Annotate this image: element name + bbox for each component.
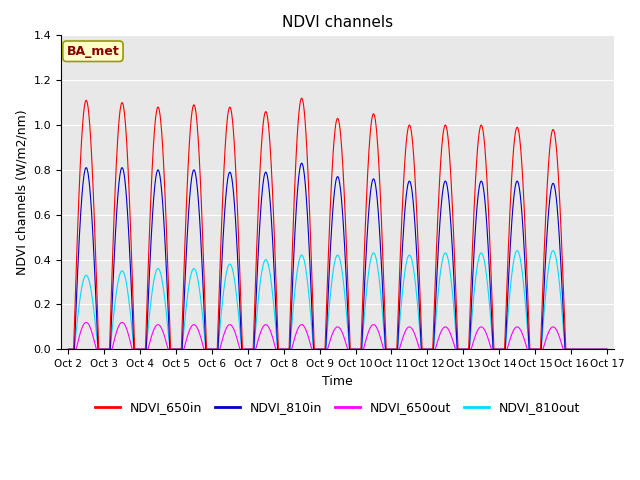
NDVI_810out — [65, 347, 72, 352]
NDVI_810out — [271, 314, 278, 320]
Line: NDVI_810in: NDVI_810in — [68, 163, 607, 349]
NDVI_650out — [593, 347, 600, 352]
NDVI_810out — [603, 347, 611, 352]
Line: NDVI_650out: NDVI_650out — [68, 323, 607, 349]
NDVI_650in — [294, 119, 302, 125]
NDVI_650out — [271, 343, 279, 349]
NDVI_650out — [603, 347, 611, 352]
NDVI_810in — [534, 347, 542, 352]
NDVI_810in — [294, 180, 302, 186]
NDVI_650in — [534, 347, 542, 352]
Line: NDVI_650in: NDVI_650in — [68, 98, 607, 349]
NDVI_810in — [271, 282, 278, 288]
NDVI_810out — [294, 262, 302, 268]
Title: NDVI channels: NDVI channels — [282, 15, 393, 30]
NDVI_650out — [126, 337, 134, 343]
NDVI_650out — [65, 347, 72, 352]
NDVI_810in — [158, 187, 166, 193]
NDVI_810in — [593, 347, 600, 352]
Line: NDVI_810out: NDVI_810out — [68, 251, 607, 349]
Legend: NDVI_650in, NDVI_810in, NDVI_650out, NDVI_810out: NDVI_650in, NDVI_810in, NDVI_650out, NDV… — [90, 396, 585, 420]
NDVI_650out — [83, 320, 90, 325]
NDVI_650in — [126, 202, 134, 208]
NDVI_650in — [271, 245, 278, 251]
NDVI_650out — [294, 325, 302, 331]
NDVI_810in — [65, 347, 72, 352]
NDVI_650out — [158, 326, 166, 332]
NDVI_650in — [298, 95, 305, 101]
NDVI_650in — [158, 129, 166, 134]
NDVI_810out — [126, 304, 134, 310]
NDVI_810out — [158, 275, 166, 281]
NDVI_810in — [126, 249, 134, 254]
NDVI_810in — [298, 160, 305, 166]
NDVI_650in — [593, 347, 600, 352]
Y-axis label: NDVI channels (W/m2/nm): NDVI channels (W/m2/nm) — [15, 109, 28, 275]
NDVI_810in — [603, 347, 611, 352]
NDVI_650out — [534, 347, 542, 352]
NDVI_810out — [534, 347, 542, 352]
X-axis label: Time: Time — [322, 374, 353, 387]
Text: BA_met: BA_met — [67, 45, 119, 58]
NDVI_650in — [65, 347, 72, 352]
NDVI_810out — [593, 347, 600, 352]
NDVI_650in — [603, 347, 611, 352]
NDVI_810out — [549, 248, 557, 253]
